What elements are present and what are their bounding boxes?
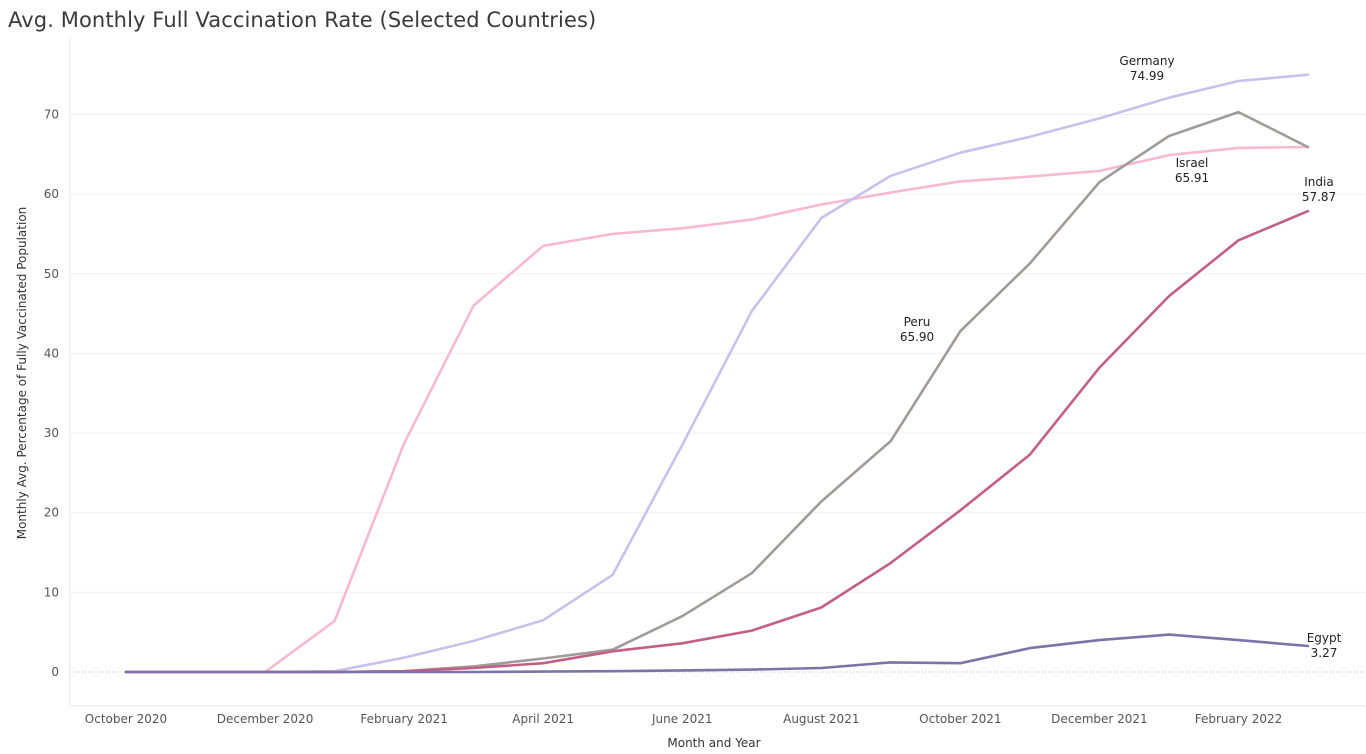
gridlines <box>69 38 1366 707</box>
series-label-peru: Peru <box>904 315 931 329</box>
y-tick-label: 70 <box>44 107 59 121</box>
chart-title: Avg. Monthly Full Vaccination Rate (Sele… <box>8 8 597 32</box>
y-axis-title: Monthly Avg. Percentage of Fully Vaccina… <box>15 207 29 540</box>
y-tick-label: 40 <box>44 346 59 360</box>
y-tick-label: 20 <box>44 506 59 520</box>
x-tick-label: December 2020 <box>217 712 314 726</box>
y-tick-label: 60 <box>44 187 59 201</box>
series-value-germany: 74.99 <box>1130 69 1164 83</box>
series-value-india: 57.87 <box>1302 190 1336 204</box>
x-tick-label: June 2021 <box>651 712 713 726</box>
series-line-egypt <box>124 633 1310 674</box>
series-line-peru <box>124 110 1310 674</box>
series-label-israel: Israel <box>1176 156 1209 170</box>
series-value-israel: 65.91 <box>1175 171 1209 185</box>
x-axis-title: Month and Year <box>667 736 760 750</box>
x-tick-label: December 2021 <box>1051 712 1148 726</box>
series-line-india <box>124 209 1310 674</box>
series-value-egypt: 3.27 <box>1311 646 1338 660</box>
series-label-germany: Germany <box>1119 54 1174 68</box>
x-axis-ticks: October 2020 December 2020 February 2021 Ap… <box>85 712 1282 726</box>
series-line-israel <box>124 145 1310 674</box>
y-tick-label: 30 <box>44 426 59 440</box>
series-value-peru: 65.90 <box>900 330 934 344</box>
x-tick-label: October 2020 <box>85 712 167 726</box>
series-lines <box>124 73 1310 674</box>
x-tick-label: February 2021 <box>360 712 448 726</box>
series-label-egypt: Egypt <box>1307 631 1342 645</box>
y-tick-label: 50 <box>44 267 59 281</box>
x-tick-label: April 2021 <box>512 712 574 726</box>
x-tick-label: August 2021 <box>783 712 859 726</box>
series-label-india: India <box>1304 175 1333 189</box>
x-tick-label: October 2021 <box>919 712 1001 726</box>
y-tick-label: 0 <box>51 665 59 679</box>
y-axis-ticks: 0 10 20 30 40 50 60 70 <box>44 107 59 679</box>
y-tick-label: 10 <box>44 585 59 599</box>
x-tick-label: February 2022 <box>1195 712 1283 726</box>
